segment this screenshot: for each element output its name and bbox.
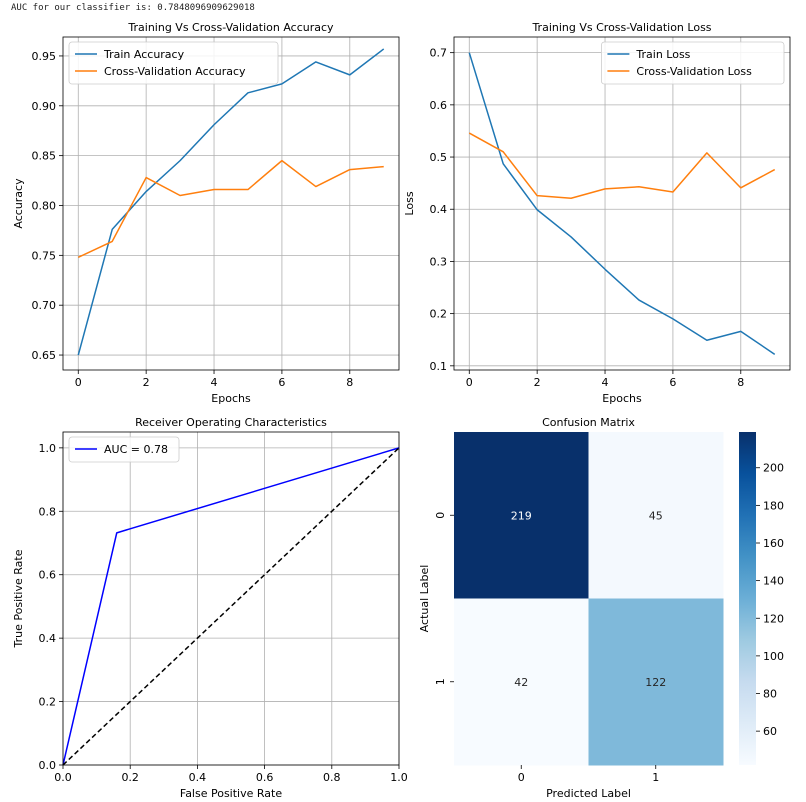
chart-title: Training Vs Cross-Validation Accuracy (127, 21, 334, 34)
x-tick-label: 1 (652, 771, 659, 784)
legend-label: AUC = 0.78 (104, 443, 168, 456)
y-axis-label: True Positive Rate (12, 549, 25, 648)
output-text-line: AUC for our classifier is: 0.78480969096… (11, 3, 255, 13)
y-tick-label: 0.65 (32, 349, 57, 362)
x-tick-label: 1.0 (390, 771, 408, 784)
colorbar-tick-label: 180 (763, 499, 784, 512)
cell-value-label: 42 (514, 676, 528, 689)
legend-label: Train Accuracy (103, 48, 185, 61)
x-tick-label: 0.0 (54, 771, 72, 784)
cell-value-label: 45 (649, 509, 663, 522)
x-tick-label: 6 (669, 376, 676, 389)
series-line-auc-0-78 (62, 447, 400, 766)
x-tick-label: 0 (466, 376, 473, 389)
y-tick-label: 0.7 (430, 47, 448, 60)
y-tick-label: 0.8 (39, 505, 57, 518)
series-line-chance-diagonal (62, 447, 400, 766)
colorbar (739, 432, 756, 765)
y-tick-label: 0.75 (32, 249, 57, 262)
legend-label: Train Loss (635, 48, 690, 61)
series-line-cross-validation-loss (468, 132, 776, 200)
x-tick-label: 0 (518, 771, 525, 784)
y-tick-label: 0.6 (39, 569, 57, 582)
y-axis-label: Actual Label (418, 565, 431, 633)
legend-box (601, 41, 785, 85)
legend-label: Cross-Validation Loss (636, 65, 752, 78)
y-tick-label: 1.0 (39, 442, 57, 455)
colorbar-tick-label: 160 (763, 537, 784, 550)
x-tick-label: 8 (346, 376, 353, 389)
series-line-cross-validation-accuracy (77, 159, 384, 259)
series-line-train-accuracy (77, 48, 385, 356)
accuracy-chart: 0 2 4 6 8 0.65 0.70 0.75 0.80 0.85 0.90 0.95 Trainin… (12, 21, 400, 405)
chart-title: Confusion Matrix (542, 416, 635, 429)
y-tick-label: 0.1 (430, 360, 448, 373)
x-tick-label: 2 (143, 376, 150, 389)
y-tick-label: 0.90 (32, 100, 57, 113)
legend-label: Cross-Validation Accuracy (104, 65, 246, 78)
x-axis-label: Epochs (211, 392, 251, 405)
axes-frame (62, 36, 400, 371)
loss-chart: 0 2 4 6 8 0.1 0.2 0.3 0.4 0.5 0.6 0.7 Training Vs Cr… (403, 21, 791, 405)
y-tick-label: 0 (434, 512, 447, 519)
cell-value-label: 219 (511, 509, 532, 522)
axes-frame (62, 431, 400, 766)
chart-title: Training Vs Cross-Validation Loss (531, 21, 711, 34)
x-tick-label: 0.4 (189, 771, 207, 784)
y-tick-label: 0.4 (430, 203, 448, 216)
x-tick-label: 0.6 (256, 771, 274, 784)
y-tick-label: 0.0 (39, 759, 57, 772)
cell-value-label: 122 (645, 676, 666, 689)
y-tick-label: 0.2 (430, 308, 448, 321)
y-tick-label: 0.3 (430, 255, 448, 268)
y-tick-label: 0.85 (32, 150, 57, 163)
legend-box (68, 436, 180, 463)
colorbar-tick-label: 80 (763, 688, 777, 701)
x-tick-label: 0 (75, 376, 82, 389)
x-tick-label: 6 (278, 376, 285, 389)
x-tick-label: 0.8 (323, 771, 341, 784)
confusion-matrix-chart: 219 45 42 122 0 1 0 1 Confusion Matrix Predicted … (418, 416, 784, 800)
heatmap-cell (454, 432, 589, 599)
x-tick-label: 8 (737, 376, 744, 389)
axes-frame (453, 36, 791, 371)
x-tick-label: 4 (211, 376, 218, 389)
x-tick-label: 2 (534, 376, 541, 389)
x-axis-label: Predicted Label (546, 787, 631, 800)
y-tick-label: 0.6 (430, 99, 448, 112)
y-axis-label: Accuracy (12, 178, 25, 229)
heatmap-cell (454, 598, 589, 766)
heatmap-cell (588, 598, 724, 766)
x-tick-label: 4 (602, 376, 609, 389)
colorbar-tick-label: 60 (763, 725, 777, 738)
y-tick-label: 0.95 (32, 50, 57, 63)
y-axis-label: Loss (403, 191, 416, 215)
chart-title: Receiver Operating Characteristics (135, 416, 327, 429)
legend-box (68, 41, 279, 85)
y-tick-label: 1 (434, 678, 447, 685)
y-tick-label: 0.4 (39, 632, 57, 645)
y-tick-label: 0.80 (32, 199, 57, 212)
colorbar-tick-label: 100 (763, 650, 784, 663)
heatmap-cell (588, 432, 724, 599)
colorbar-tick-label: 200 (763, 462, 784, 475)
roc-chart: 0.0 0.2 0.4 0.6 0.8 1.0 0.0 0.2 0.4 0.6 0.8 1.0 Rece… (12, 416, 408, 800)
colorbar-tick-label: 140 (763, 575, 784, 588)
colorbar-tick-label: 120 (763, 612, 784, 625)
series-line-train-loss (468, 52, 776, 355)
y-tick-label: 0.2 (39, 696, 57, 709)
x-axis-label: Epochs (602, 392, 642, 405)
x-tick-label: 0.2 (121, 771, 139, 784)
y-tick-label: 0.5 (430, 151, 448, 164)
x-axis-label: False Positive Rate (180, 787, 282, 800)
y-tick-label: 0.70 (32, 299, 57, 312)
